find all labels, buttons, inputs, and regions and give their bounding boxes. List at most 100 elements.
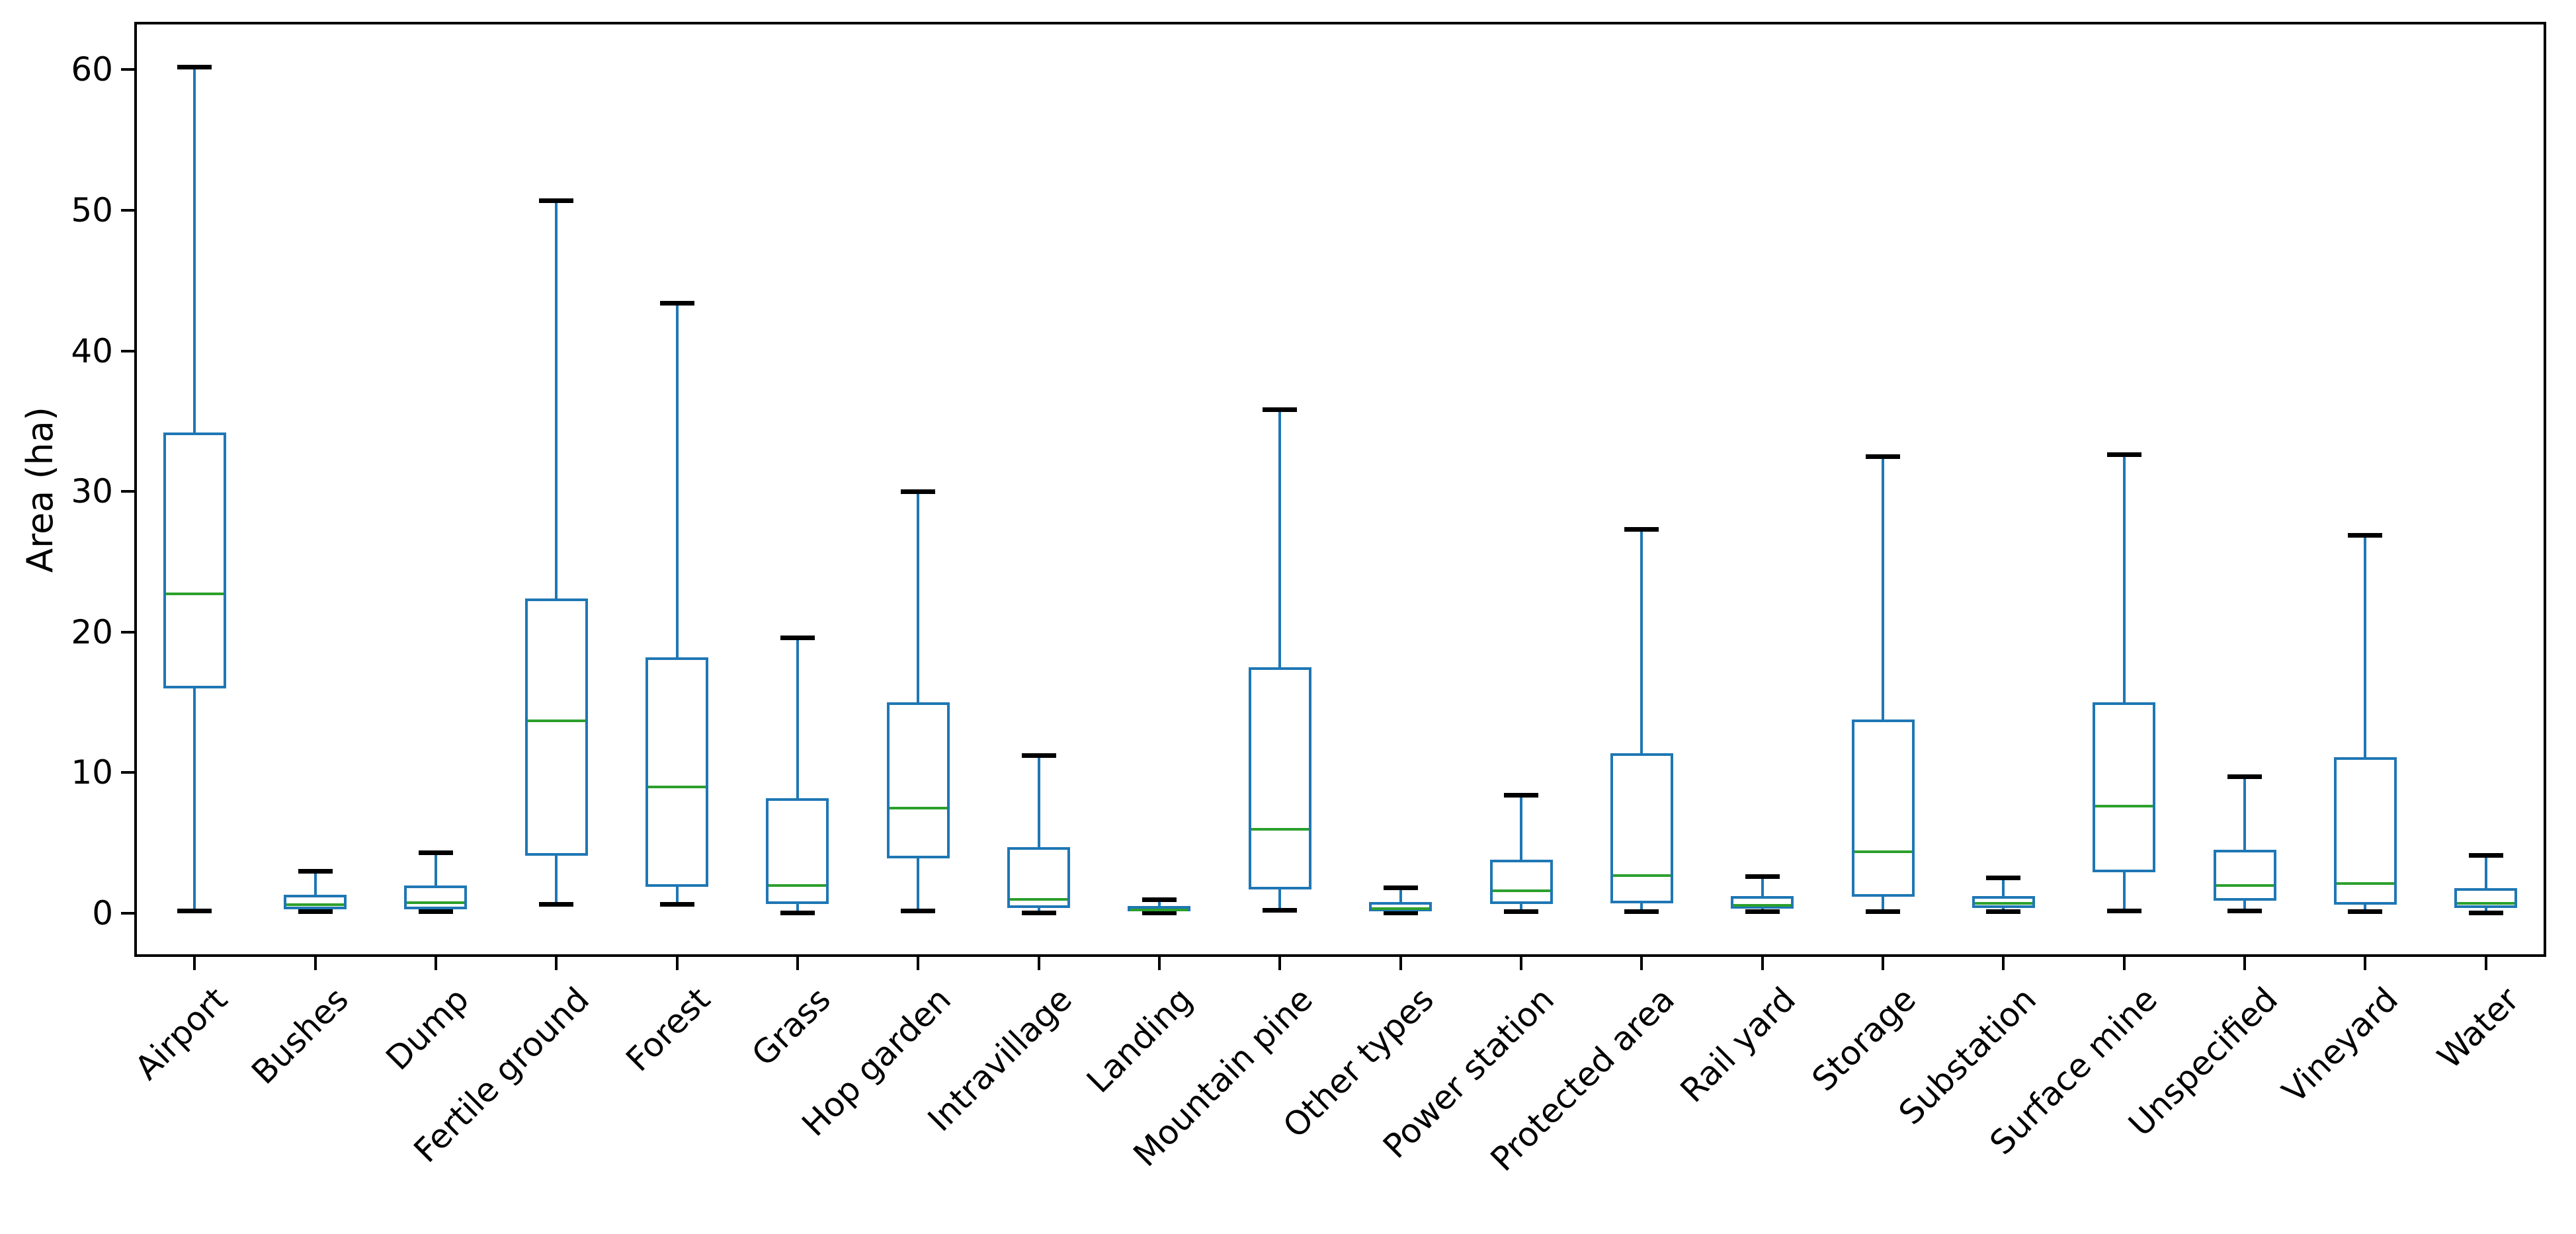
x-tick-mark-unspecified bbox=[2243, 957, 2247, 970]
whisker-cap-high-protected-area bbox=[1624, 527, 1659, 532]
x-tick-mark-forest bbox=[675, 957, 679, 970]
whisker-cap-low-vineyard bbox=[2348, 909, 2383, 915]
x-tick-label-dump: Dump bbox=[378, 980, 476, 1078]
whisker-lower-airport bbox=[193, 688, 196, 911]
whisker-lower-storage bbox=[1882, 896, 1885, 912]
whisker-cap-high-bushes bbox=[298, 868, 333, 874]
whisker-upper-grass bbox=[796, 638, 799, 798]
y-tick-mark bbox=[121, 490, 134, 493]
whisker-lower-forest bbox=[675, 886, 679, 905]
median-landing bbox=[1130, 908, 1188, 911]
whisker-upper-airport bbox=[193, 67, 196, 432]
y-tick-mark bbox=[121, 349, 134, 352]
whisker-upper-mountain-pine bbox=[1278, 409, 1282, 667]
whisker-upper-forest bbox=[675, 303, 679, 658]
whisker-lower-protected-area bbox=[1640, 903, 1643, 912]
whisker-cap-high-intravillage bbox=[1021, 753, 1056, 759]
whisker-lower-power-station bbox=[1520, 904, 1523, 912]
whisker-cap-low-grass bbox=[780, 910, 815, 915]
whisker-cap-high-surface-mine bbox=[2106, 452, 2141, 458]
median-hop-garden bbox=[889, 806, 947, 809]
whisker-upper-landing bbox=[1157, 899, 1161, 907]
x-tick-label-landing: Landing bbox=[1079, 980, 1200, 1100]
x-tick-mark-water bbox=[2484, 957, 2487, 970]
x-tick-mark-power-station bbox=[1520, 957, 1523, 970]
whisker-cap-low-airport bbox=[177, 909, 212, 914]
median-protected-area bbox=[1612, 874, 1671, 877]
median-forest bbox=[648, 785, 706, 788]
whisker-lower-mountain-pine bbox=[1278, 889, 1282, 911]
median-vineyard bbox=[2336, 882, 2394, 885]
x-tick-mark-dump bbox=[434, 957, 437, 970]
box-water bbox=[2454, 887, 2518, 908]
whisker-lower-water bbox=[2484, 907, 2487, 913]
box-intravillage bbox=[1007, 847, 1071, 908]
x-tick-mark-substation bbox=[2002, 957, 2005, 970]
whisker-cap-low-hop-garden bbox=[901, 909, 936, 914]
whisker-upper-storage bbox=[1882, 456, 1885, 720]
y-tick-mark bbox=[121, 912, 134, 915]
whisker-cap-high-rail-yard bbox=[1745, 874, 1780, 880]
box-dump bbox=[404, 885, 468, 909]
whisker-cap-low-bushes bbox=[298, 909, 333, 915]
x-tick-mark-rail-yard bbox=[1761, 957, 1764, 970]
x-tick-mark-intravillage bbox=[1037, 957, 1040, 970]
plot-area bbox=[134, 22, 2546, 957]
whisker-cap-high-mountain-pine bbox=[1263, 407, 1298, 413]
x-tick-label-bushes: Bushes bbox=[243, 980, 356, 1092]
whisker-cap-high-hop-garden bbox=[901, 489, 936, 494]
median-substation bbox=[1974, 902, 2032, 905]
x-tick-mark-landing bbox=[1157, 957, 1161, 970]
whisker-cap-high-water bbox=[2468, 853, 2503, 858]
median-other-types bbox=[1372, 907, 1430, 910]
whisker-upper-intravillage bbox=[1037, 755, 1040, 848]
box-grass bbox=[766, 798, 829, 905]
whisker-cap-low-landing bbox=[1142, 910, 1177, 915]
box-vineyard bbox=[2333, 757, 2397, 905]
x-tick-label-vineyard: Vineyard bbox=[2275, 980, 2406, 1111]
whisker-cap-low-forest bbox=[659, 901, 694, 907]
y-tick-label: 50 bbox=[71, 190, 113, 229]
whisker-lower-vineyard bbox=[2364, 905, 2367, 912]
whisker-upper-other-types bbox=[1399, 887, 1402, 903]
whisker-lower-unspecified bbox=[2243, 900, 2247, 911]
whisker-cap-high-fertile-ground bbox=[539, 198, 574, 203]
box-protected-area bbox=[1610, 753, 1673, 904]
median-bushes bbox=[286, 903, 345, 907]
whisker-cap-high-power-station bbox=[1504, 792, 1539, 798]
whisker-cap-low-protected-area bbox=[1624, 909, 1659, 915]
whisker-lower-fertile-ground bbox=[555, 855, 558, 905]
x-tick-mark-mountain-pine bbox=[1278, 957, 1282, 970]
whisker-lower-intravillage bbox=[1037, 907, 1040, 913]
box-bushes bbox=[284, 895, 347, 909]
box-fertile-ground bbox=[524, 598, 588, 856]
x-tick-mark-surface-mine bbox=[2122, 957, 2126, 970]
x-tick-label-forest: Forest bbox=[618, 980, 718, 1079]
whisker-upper-power-station bbox=[1520, 795, 1523, 860]
whisker-upper-fertile-ground bbox=[555, 200, 558, 598]
median-dump bbox=[407, 901, 465, 905]
median-power-station bbox=[1492, 889, 1550, 893]
box-power-station bbox=[1489, 860, 1553, 905]
whisker-lower-hop-garden bbox=[917, 858, 920, 911]
box-unspecified bbox=[2213, 850, 2276, 901]
whisker-cap-low-surface-mine bbox=[2106, 909, 2141, 914]
whisker-cap-high-storage bbox=[1866, 454, 1901, 459]
x-tick-label-grass: Grass bbox=[744, 980, 838, 1074]
box-storage bbox=[1851, 719, 1915, 897]
box-other-types bbox=[1369, 902, 1433, 911]
x-tick-mark-airport bbox=[193, 957, 196, 970]
whisker-cap-low-storage bbox=[1866, 909, 1901, 915]
whisker-cap-low-rail-yard bbox=[1745, 909, 1780, 915]
x-tick-mark-storage bbox=[1882, 957, 1885, 970]
y-tick-label: 10 bbox=[71, 753, 113, 792]
whisker-cap-high-substation bbox=[1986, 876, 2021, 881]
y-tick-label: 20 bbox=[71, 612, 113, 651]
whisker-cap-low-other-types bbox=[1383, 910, 1418, 915]
whisker-cap-high-airport bbox=[177, 64, 212, 69]
whisker-cap-high-grass bbox=[780, 635, 815, 640]
median-mountain-pine bbox=[1251, 827, 1309, 831]
whisker-lower-grass bbox=[796, 904, 799, 913]
y-tick-mark bbox=[121, 208, 134, 212]
